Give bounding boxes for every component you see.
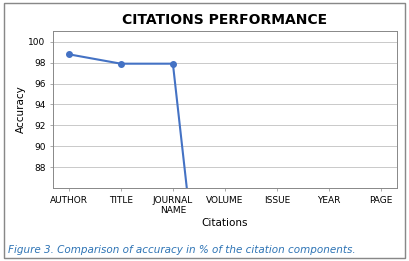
Text: Figure 3. Comparison of accuracy in % of the citation components.: Figure 3. Comparison of accuracy in % of…	[8, 245, 356, 255]
X-axis label: Citations: Citations	[202, 218, 248, 228]
Title: CITATIONS PERFORMANCE: CITATIONS PERFORMANCE	[122, 13, 328, 27]
Y-axis label: Accuracy: Accuracy	[16, 86, 25, 133]
